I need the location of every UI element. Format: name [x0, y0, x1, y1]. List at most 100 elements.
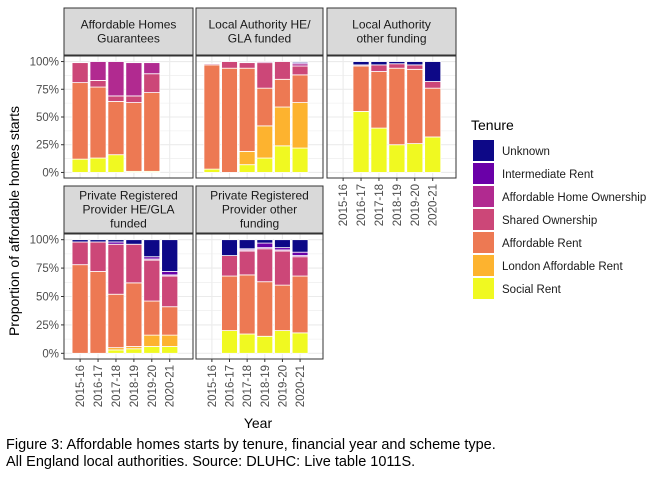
bar-segment: [221, 255, 238, 277]
bar-segment: [143, 239, 161, 258]
bar-segment: [406, 61, 424, 66]
bar-segment: [71, 62, 89, 84]
bar-segment: [107, 154, 125, 173]
bar-segment: [125, 243, 143, 284]
bar-segment: [256, 242, 274, 249]
bar-segment: [370, 127, 388, 173]
legend-label: Affordable Home Ownership: [502, 192, 646, 204]
y-tick-label: 100%: [30, 235, 59, 247]
bar-segment: [161, 271, 179, 276]
bar-segment: [291, 332, 309, 354]
bar-segment: [352, 111, 370, 173]
bar-segment: [238, 333, 256, 354]
bar-segment: [291, 275, 309, 334]
bar-segment: [274, 284, 291, 331]
x-tick-label: 2019-20: [147, 365, 159, 407]
bar-segment: [125, 348, 143, 354]
bar-segment: [370, 71, 388, 129]
bar-segment: [256, 335, 274, 354]
bar-segment: [274, 78, 291, 108]
bar-segment: [107, 239, 125, 243]
bar-segment: [89, 80, 107, 88]
legend-swatch: [473, 140, 494, 161]
bar-segment: [143, 300, 161, 336]
legend-label: Unknown: [502, 146, 550, 158]
bar-segment: [291, 74, 309, 103]
bar-segment: [424, 81, 442, 89]
x-tick-label: 2019-20: [410, 184, 422, 226]
x-axis-title: Year: [244, 415, 273, 431]
panel-title-line: Local Authority HE/: [208, 18, 311, 32]
panel-title-line: Provider HE/GLA: [82, 203, 174, 217]
bar-segment: [203, 64, 221, 170]
bar-segment: [274, 250, 291, 286]
legend-title: Tenure: [471, 117, 514, 133]
bar-segment: [161, 239, 179, 272]
y-tick-label: 25%: [36, 320, 59, 332]
legend-label: Shared Ownership: [502, 215, 597, 227]
bar-segment: [89, 157, 107, 173]
bar-segment: [291, 239, 309, 253]
bar-segment: [388, 63, 406, 69]
bar-segment: [388, 144, 406, 173]
caption-line-1: Figure 3: Affordable homes starts by ten…: [6, 437, 496, 453]
x-tick-label: 2020-21: [165, 365, 177, 407]
bar-segment: [161, 306, 179, 336]
panel-title-line: GLA funded: [228, 32, 291, 46]
bar-segment: [291, 251, 309, 256]
bar-segment: [161, 346, 179, 354]
bar-segment: [161, 275, 179, 308]
x-tick-label: 2020-21: [295, 365, 307, 407]
bar-segment: [143, 62, 161, 75]
panel-strip: [63, 185, 194, 234]
x-tick-label: 2015-16: [207, 365, 219, 407]
x-tick-label: 2017-18: [242, 365, 254, 407]
bar-segment: [107, 101, 125, 156]
y-tick-label: 100%: [30, 57, 59, 69]
bar-segment: [238, 274, 256, 335]
bar-segment: [71, 239, 89, 243]
bar-segment: [143, 346, 161, 354]
bar-segment: [125, 95, 143, 103]
panel-title-line: Private Registered: [210, 189, 309, 203]
bar-segment: [256, 125, 274, 159]
bar-segment: [143, 334, 161, 347]
bar-segment: [125, 62, 143, 97]
panel-title-line: Guarantees: [97, 32, 160, 46]
panel-title-line: other funding: [356, 32, 426, 46]
bar-segment: [352, 65, 370, 112]
x-tick-label: 2016-17: [93, 365, 105, 407]
x-tick-label: 2016-17: [225, 365, 237, 407]
bar-segment: [352, 61, 370, 66]
panel-title-line: Local Authority: [352, 18, 431, 32]
legend-label: Social Rent: [502, 284, 562, 296]
panel-border: [326, 55, 457, 179]
bar-segment: [221, 275, 238, 331]
bar-segment: [107, 293, 125, 349]
x-tick-label: 2019-20: [277, 365, 289, 407]
y-tick-label: 25%: [36, 140, 59, 152]
x-tick-label: 2018-19: [260, 365, 272, 407]
bar-segment: [107, 95, 125, 102]
legend-swatch: [473, 186, 494, 207]
bar-segment: [203, 168, 221, 173]
bar-segment: [107, 349, 125, 354]
bar-segment: [89, 86, 107, 159]
panel-title-line: Private Registered: [79, 189, 178, 203]
y-tick-label: 50%: [36, 292, 59, 304]
panel-strip: [326, 7, 457, 56]
bar-segment: [161, 334, 179, 347]
bar-segment: [256, 62, 274, 89]
bar-segment: [370, 64, 388, 72]
legend-label: Affordable Rent: [502, 238, 583, 250]
bar-segment: [143, 92, 161, 172]
x-tick-label: 2018-19: [392, 184, 404, 226]
bar-segment: [238, 239, 256, 250]
bar-segment: [406, 143, 424, 173]
bar-segment: [221, 239, 238, 256]
bar-segment: [291, 102, 309, 149]
bar-segment: [143, 73, 161, 93]
